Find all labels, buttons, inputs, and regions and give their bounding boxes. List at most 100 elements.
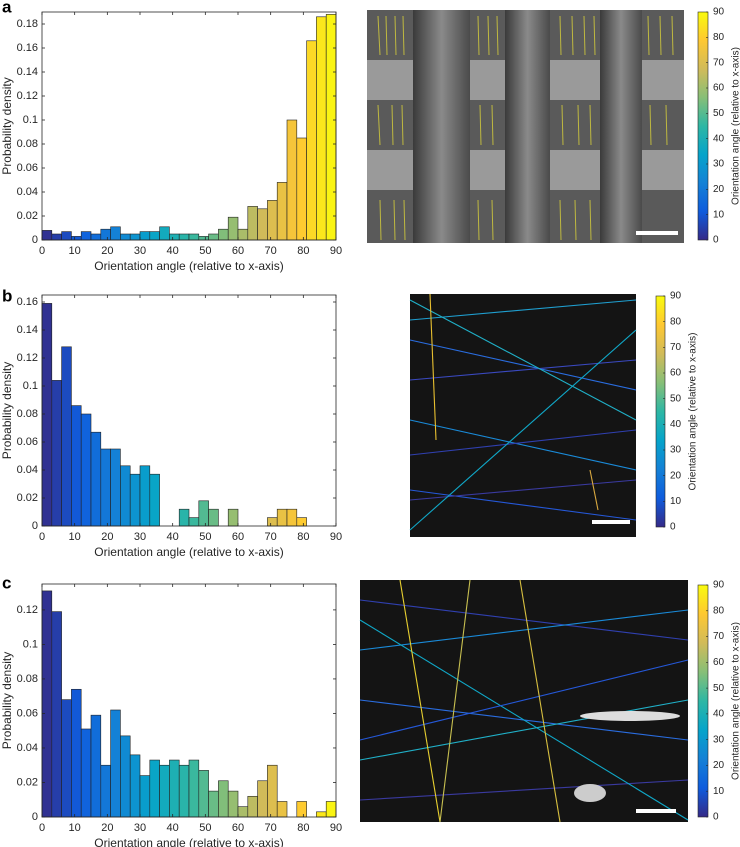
colorbar-tick-label: 0 bbox=[713, 235, 719, 246]
x-tick-label: 10 bbox=[69, 531, 81, 543]
x-tick-label: 40 bbox=[167, 245, 179, 257]
colorbar-tick-label: 40 bbox=[713, 133, 725, 144]
colorbar bbox=[655, 295, 666, 528]
y-tick-label: 0.16 bbox=[17, 296, 38, 308]
bar bbox=[188, 233, 200, 241]
bar bbox=[41, 590, 53, 818]
y-tick-label: 0 bbox=[32, 811, 38, 823]
colorbar-tick-label: 20 bbox=[713, 184, 725, 195]
bar bbox=[247, 795, 258, 818]
bar bbox=[286, 119, 298, 241]
bar bbox=[316, 811, 327, 818]
bar bbox=[159, 764, 170, 818]
colorbar-tick-label: 40 bbox=[713, 709, 725, 720]
bar bbox=[90, 714, 102, 818]
bar bbox=[90, 431, 102, 527]
x-tick-label: 50 bbox=[199, 245, 211, 257]
bar bbox=[227, 508, 239, 527]
bar bbox=[129, 473, 141, 527]
y-tick-label: 0.06 bbox=[17, 707, 38, 719]
x-tick-label: 60 bbox=[232, 822, 244, 834]
colorbar-tick-label: 60 bbox=[670, 368, 682, 379]
colorbar-tick-label: 10 bbox=[670, 496, 682, 507]
bar bbox=[61, 699, 72, 818]
y-tick-label: 0.02 bbox=[17, 776, 38, 788]
y-axis-label: Probability density bbox=[0, 77, 14, 174]
bar bbox=[149, 473, 160, 527]
x-tick-label: 10 bbox=[69, 245, 81, 257]
bar bbox=[129, 754, 141, 818]
colorbar-tick-label: 10 bbox=[713, 209, 725, 220]
bar bbox=[80, 728, 92, 818]
y-tick-label: 0.08 bbox=[17, 408, 38, 420]
x-tick-label: 50 bbox=[199, 822, 211, 834]
bar bbox=[257, 780, 268, 818]
bar bbox=[237, 228, 249, 241]
colorbar-tick-label: 60 bbox=[713, 83, 725, 94]
colorbar-tick-label: 30 bbox=[713, 159, 725, 170]
y-tick-label: 0.18 bbox=[17, 18, 38, 30]
colorbar-tick-label: 50 bbox=[713, 683, 725, 694]
bar bbox=[188, 759, 200, 818]
bar bbox=[169, 759, 180, 818]
colorbar-tick-label: 20 bbox=[713, 760, 725, 771]
bar bbox=[325, 801, 337, 818]
x-tick-label: 60 bbox=[232, 245, 244, 257]
bar bbox=[316, 16, 327, 241]
colorbar-tick-label: 20 bbox=[670, 470, 682, 481]
bar bbox=[120, 735, 131, 818]
y-tick-label: 0.08 bbox=[17, 673, 38, 685]
bar bbox=[198, 500, 209, 527]
colorbar-tick-label: 90 bbox=[713, 7, 725, 18]
x-tick-label: 30 bbox=[134, 822, 146, 834]
colorbar bbox=[697, 11, 709, 241]
y-tick-label: 0.04 bbox=[17, 464, 38, 476]
bar bbox=[306, 40, 317, 241]
bar bbox=[267, 517, 278, 527]
x-tick-label: 70 bbox=[265, 245, 277, 257]
colorbar-tick-label: 80 bbox=[713, 32, 725, 43]
bar bbox=[237, 806, 249, 818]
x-tick-label: 20 bbox=[101, 822, 113, 834]
micrograph-a bbox=[367, 10, 684, 243]
bar bbox=[61, 346, 72, 527]
x-tick-label: 30 bbox=[134, 245, 146, 257]
colorbar-tick-label: 0 bbox=[713, 812, 719, 823]
colorbar-tick-label: 70 bbox=[670, 342, 682, 353]
y-tick-label: 0.1 bbox=[23, 638, 38, 650]
bar bbox=[120, 465, 131, 527]
bar bbox=[178, 764, 190, 818]
x-tick-label: 80 bbox=[297, 531, 309, 543]
x-tick-label: 0 bbox=[39, 531, 45, 543]
panel-label: b bbox=[2, 286, 12, 305]
x-tick-label: 0 bbox=[39, 822, 45, 834]
x-tick-label: 80 bbox=[297, 245, 309, 257]
colorbar-tick-label: 60 bbox=[713, 657, 725, 668]
colorbar-tick-label: 70 bbox=[713, 57, 725, 68]
bar bbox=[110, 709, 121, 818]
y-tick-label: 0.04 bbox=[17, 186, 38, 198]
x-tick-label: 0 bbox=[39, 245, 45, 257]
bar bbox=[227, 790, 239, 818]
y-tick-label: 0.12 bbox=[17, 90, 38, 102]
y-tick-label: 0.12 bbox=[17, 604, 38, 616]
colorbar-tick-label: 30 bbox=[670, 445, 682, 456]
x-tick-label: 10 bbox=[69, 822, 81, 834]
micrograph-c bbox=[359, 579, 689, 823]
y-tick-label: 0.12 bbox=[17, 352, 38, 364]
y-tick-label: 0.06 bbox=[17, 436, 38, 448]
x-tick-label: 90 bbox=[330, 531, 342, 543]
y-tick-label: 0.1 bbox=[23, 114, 38, 126]
x-tick-label: 40 bbox=[167, 531, 179, 543]
bar bbox=[51, 611, 62, 818]
axes-box bbox=[41, 294, 337, 527]
bar bbox=[80, 231, 92, 241]
y-tick-label: 0 bbox=[32, 520, 38, 532]
colorbar-tick-label: 50 bbox=[713, 108, 725, 119]
bar bbox=[41, 230, 53, 241]
bar bbox=[149, 231, 160, 241]
x-tick-label: 70 bbox=[265, 822, 277, 834]
colorbar-tick-label: 0 bbox=[670, 522, 676, 533]
bar bbox=[188, 517, 200, 527]
